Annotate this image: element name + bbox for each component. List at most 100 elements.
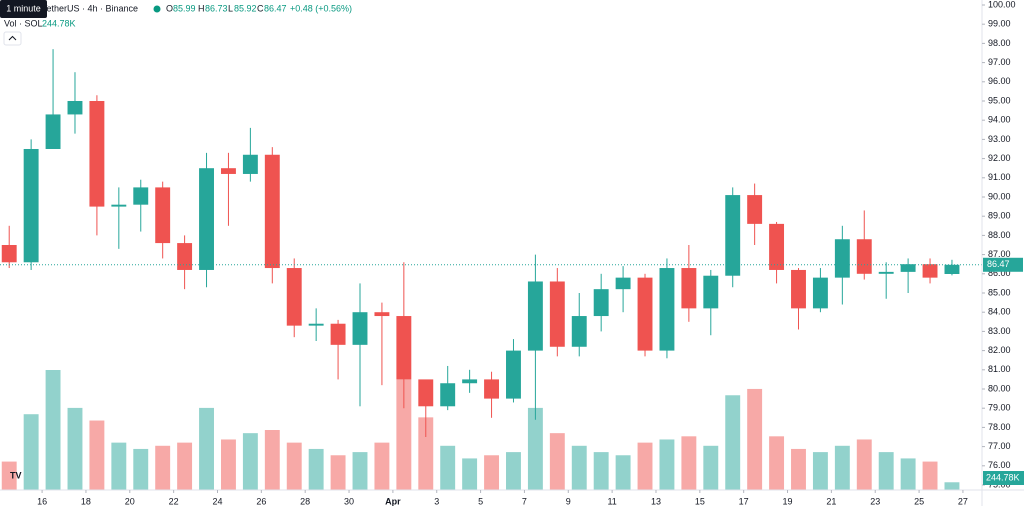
candle-body [352,312,368,345]
candle-body [549,281,565,347]
volume-bar [89,420,105,490]
volume-bar [900,458,916,490]
candle-body [67,100,83,115]
y-tick-label: 96.00 [988,76,1011,86]
ohlc-label: C [257,3,264,13]
candle-body [220,168,236,174]
candle-body [462,379,478,384]
candle-body [1,245,17,263]
candle-body [637,277,653,351]
candle-body [900,264,916,272]
candle-body [506,350,521,399]
candle-body [155,187,171,244]
candle-body [659,268,675,351]
candle-body [45,114,61,149]
y-tick-label: 95.00 [988,95,1011,105]
x-tick-label: 15 [695,496,705,506]
candle-body [418,379,434,407]
volume-bar [352,452,368,490]
volume-bar [856,439,872,490]
volume-bar [549,433,565,490]
x-tick-label: 23 [870,496,880,506]
price-tag [983,257,1023,272]
candle-body [199,168,214,270]
x-tick-label: 21 [826,496,836,506]
volume-bar [199,407,214,490]
collapse-icon [8,35,17,41]
x-tick-label: 19 [783,496,793,506]
y-tick-label: 76.00 [988,460,1011,470]
y-tick-label: 77.00 [988,441,1011,451]
y-tick-label: 81.00 [988,364,1011,374]
candle-body [484,379,500,399]
y-tick-label: 87.00 [988,249,1011,259]
ohlc-label: L [228,3,233,13]
y-tick-label: 80.00 [988,383,1011,393]
y-tick-label: 85.00 [988,287,1011,297]
candle-body [111,204,127,207]
volume-bar [220,439,236,490]
candle-body [725,195,741,276]
candle-body [23,148,39,263]
collapse-button[interactable] [3,31,22,46]
volume-bar [45,370,61,490]
candle-body [264,154,280,269]
candle-body [593,289,609,317]
logo: TV [10,470,22,480]
candle-body [834,239,850,278]
volume-bar [155,445,171,490]
volume-bar [1,461,17,490]
volume-title: Vol · SOL [4,18,43,28]
candle-body [242,154,258,174]
candle-body [856,239,872,274]
volume-bar [769,436,785,490]
candle-body [440,383,456,407]
x-tick-label: 26 [256,496,266,506]
volume-bar [944,482,960,490]
volume-bar [264,430,280,490]
x-tick-label: Apr [385,496,401,506]
candle-body [177,243,193,270]
volume-bar [681,436,697,490]
y-tick-label: 86.00 [988,268,1011,278]
volume-value: 244.78K [42,18,76,28]
volume-bar [747,388,763,490]
volume-bar [659,439,675,490]
x-tick-label: 13 [651,496,661,506]
x-tick-label: 16 [37,496,47,506]
low-value: 85.92 [234,3,257,13]
x-tick-label: 3 [434,496,439,506]
x-tick-label: 25 [914,496,924,506]
x-tick-label: 30 [344,496,354,506]
status-dot [153,5,161,13]
x-tick-label: 18 [81,496,91,506]
volume-bar [791,448,806,490]
volume-bar [593,452,609,490]
volume-bar [637,442,653,490]
y-tick-label: 78.00 [988,422,1011,432]
volume-bar [133,448,149,490]
volume-tag [983,471,1024,485]
volume-bar [725,395,741,490]
volume-bar [286,442,302,490]
y-tick-label: 91.00 [988,172,1011,182]
y-tick-label: 98.00 [988,38,1011,48]
volume-bar [812,452,828,490]
ohlc-label: H [198,3,205,13]
x-tick-label: 5 [478,496,483,506]
high-value: 86.73 [205,3,228,13]
candle-body [374,312,390,317]
volume-bar [396,379,412,490]
x-tick-label: 24 [212,496,222,506]
candle-body [703,275,719,309]
candle-body [681,268,697,309]
x-tick-label: 17 [739,496,749,506]
volume-bar [571,445,587,490]
x-tick-label: 9 [566,496,571,506]
volume-bar [703,445,719,490]
y-tick-label: 99.00 [988,19,1011,29]
candle-body [615,277,631,290]
y-tick-label: 93.00 [988,134,1011,144]
y-tick-label: 83.00 [988,326,1011,336]
